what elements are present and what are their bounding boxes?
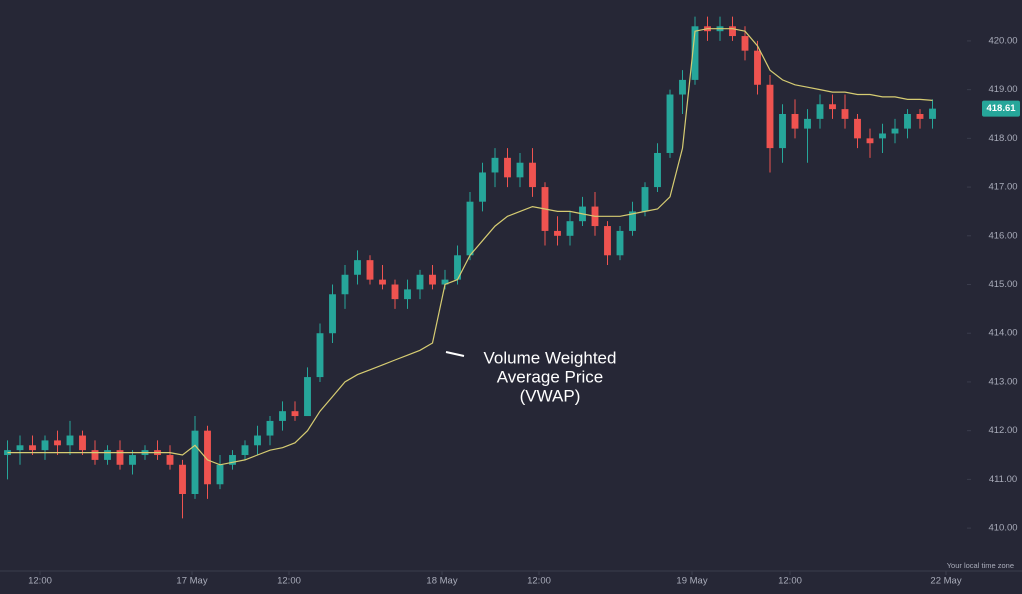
candle-body xyxy=(891,128,899,134)
candle-body xyxy=(791,114,799,129)
candle-body xyxy=(629,211,636,231)
y-tick-label: 415.00 xyxy=(988,279,1017,290)
candle-body xyxy=(666,94,674,153)
candle-body xyxy=(479,172,486,202)
vwap-line xyxy=(7,28,933,466)
x-tick-label: 18 May xyxy=(426,576,457,587)
candle-body xyxy=(229,455,236,465)
y-tick-label: 410.00 xyxy=(988,523,1017,534)
candle-body xyxy=(554,230,561,236)
candle-body xyxy=(66,435,74,446)
candle-body xyxy=(366,260,374,280)
candle-body xyxy=(516,162,524,178)
candle-body xyxy=(341,274,349,295)
candle-body xyxy=(79,435,86,451)
x-tick-label: 17 May xyxy=(176,576,207,587)
candle-body xyxy=(104,450,111,460)
candle-body xyxy=(916,114,924,119)
candle-body xyxy=(404,289,411,300)
candle-body xyxy=(616,230,624,256)
y-tick-label: 411.00 xyxy=(989,474,1017,485)
annotation-pointer xyxy=(445,351,465,357)
timezone-note: Your local time zone xyxy=(947,561,1014,570)
candle-body xyxy=(54,440,61,446)
candle-body xyxy=(279,411,286,421)
candle-body xyxy=(441,279,449,285)
candle-body xyxy=(379,279,386,285)
candle-body xyxy=(354,260,361,275)
candle-body xyxy=(929,108,936,119)
y-tick-label: 418.00 xyxy=(988,133,1017,144)
candle-body xyxy=(429,274,436,285)
candle-body xyxy=(416,274,424,290)
candle-body xyxy=(841,109,849,119)
y-tick-label: 416.00 xyxy=(988,230,1017,241)
x-tick-label: 12:00 xyxy=(527,576,551,587)
candle-body xyxy=(166,455,174,465)
candle-body xyxy=(879,133,886,139)
x-tick-label: 12:00 xyxy=(778,576,802,587)
candle-body xyxy=(854,118,861,139)
candle-body xyxy=(216,464,224,485)
candle-body xyxy=(179,464,186,494)
candle-body xyxy=(91,450,99,460)
candle-body xyxy=(466,201,474,256)
annotation-line: Volume Weighted xyxy=(484,348,617,367)
candle-body xyxy=(566,221,574,236)
candle-body xyxy=(866,138,874,144)
candle-body xyxy=(116,450,124,465)
candle-body xyxy=(329,294,336,334)
candle-body xyxy=(316,333,324,378)
candle-body xyxy=(41,440,49,451)
x-tick-label: 19 May xyxy=(676,576,707,587)
candle-body xyxy=(241,445,249,456)
annotation-line: Average Price xyxy=(497,367,603,386)
candle-body xyxy=(766,84,774,149)
y-tick-label: 420.00 xyxy=(988,35,1017,46)
candle-body xyxy=(191,430,199,494)
candle-body xyxy=(654,152,661,188)
y-tick-label: 419.00 xyxy=(988,84,1017,95)
y-tick-label: 417.00 xyxy=(988,182,1017,193)
candle-body xyxy=(491,157,499,173)
last-price-label: 418.61 xyxy=(986,103,1016,114)
candle-body xyxy=(454,255,461,280)
candle-body xyxy=(604,226,611,256)
y-tick-label: 414.00 xyxy=(988,328,1017,339)
candle-body xyxy=(291,411,299,417)
candle-body xyxy=(29,445,36,451)
candle-body xyxy=(904,114,911,129)
candle-body xyxy=(529,162,536,188)
candle-body xyxy=(779,114,786,149)
candle-body xyxy=(16,445,24,451)
x-tick-label: 22 May xyxy=(930,576,961,587)
x-tick-label: 12:00 xyxy=(277,576,301,587)
candle-body xyxy=(304,377,311,417)
candle-body xyxy=(804,118,811,129)
candle-body xyxy=(504,157,511,178)
candle-body xyxy=(754,50,761,85)
candle-body xyxy=(129,455,136,465)
candle-body xyxy=(254,435,261,446)
last-price-badge xyxy=(982,100,1020,117)
candle-body xyxy=(691,26,699,80)
candle-body xyxy=(266,420,274,436)
candle-body xyxy=(679,79,686,95)
candle-body xyxy=(204,430,211,485)
candle-body xyxy=(829,104,836,110)
candle-body xyxy=(641,187,649,212)
x-tick-label: 12:00 xyxy=(28,576,52,587)
annotation-line: (VWAP) xyxy=(520,386,581,405)
candle-body xyxy=(391,284,399,300)
candle-body xyxy=(741,36,749,51)
candle-body xyxy=(729,26,736,37)
y-tick-label: 413.00 xyxy=(988,376,1017,387)
y-tick-label: 412.00 xyxy=(988,425,1017,436)
candle-body xyxy=(816,104,824,119)
